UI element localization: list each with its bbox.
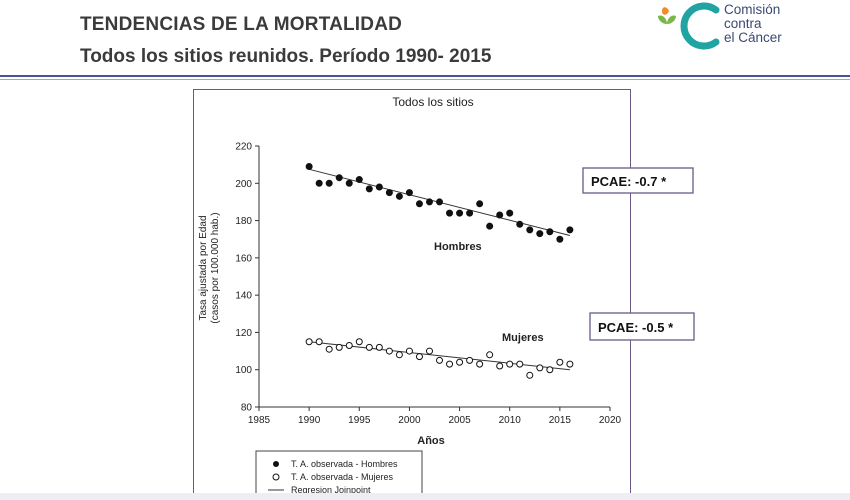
data-point-hombres [566,226,574,234]
data-point-mujeres [385,347,393,355]
data-point-hombres [466,209,474,217]
x-tick-label: 2005 [448,415,471,426]
header-rule [0,75,850,77]
data-point-mujeres [506,360,514,368]
pcae-label-mujeres: PCAE: -0.5 * [598,320,674,335]
data-point-mujeres [456,358,464,366]
series-label-hombres: Hombres [434,241,482,253]
legend-marker-hombres [273,461,279,467]
logo-icon [658,2,720,50]
data-point-mujeres [375,343,383,351]
pcae-box-mujeres [589,312,695,341]
logo-text: Comisión contra el Cáncer [724,3,782,45]
legend-marker-mujeres [272,473,280,481]
pcae-box-hombres [582,167,694,194]
page-title: TENDENCIAS DE LA MORTALIDAD [80,14,403,35]
x-tick-label: 1995 [348,415,371,426]
chart-frame [193,89,631,500]
data-point-hombres [355,176,363,184]
data-point-hombres [385,189,393,197]
y-axis-label-units: (casos por 100.000 hab.) [210,212,221,323]
y-tick-label: 80 [241,403,253,414]
data-point-mujeres [345,341,353,349]
legend: T. A. observada - Hombres T. A. observad… [255,450,423,498]
legend-entry-mujeres: T. A. observada - Mujeres [291,472,394,482]
data-point-mujeres [446,360,454,368]
data-point-mujeres [365,343,373,351]
footer-band [0,493,850,500]
data-point-hombres [305,163,313,171]
x-tick-label: 1985 [248,415,271,426]
plot-area: 80 100 120 140 160 180 200 220 1985 1990 1995 2000 2… [235,142,621,427]
pcae-label-hombres: PCAE: -0.7 * [591,174,667,189]
data-point-hombres [436,198,444,206]
data-point-hombres [395,192,403,200]
legend-entry-regression: Regresion Joinpoint [291,485,371,495]
data-point-mujeres [466,356,474,364]
data-point-hombres [425,198,433,206]
data-point-mujeres [335,343,343,351]
data-point-mujeres [325,345,333,353]
data-point-hombres [315,179,323,187]
data-point-mujeres [546,366,554,374]
data-point-mujeres [436,356,444,364]
data-point-mujeres [486,351,494,359]
chart-title: Todos los sitios [392,95,473,109]
y-tick-label: 100 [235,365,252,376]
data-point-mujeres [556,358,564,366]
data-point-hombres [335,174,343,182]
y-tick-label: 220 [235,142,252,153]
legend-entry-hombres: T. A. observada - Hombres [291,459,398,469]
data-point-mujeres [355,338,363,346]
data-point-mujeres [415,353,423,361]
y-tick-label: 120 [235,328,252,339]
page-subtitle: Todos los sitios reunidos. Período 1990-… [80,46,492,67]
data-point-mujeres [566,360,574,368]
x-tick-label: 2010 [499,415,522,426]
data-point-hombres [556,235,564,243]
x-axis-label: Años [417,435,445,447]
y-tick-label: 140 [235,291,252,302]
data-point-hombres [486,222,494,230]
x-tick-label: 2015 [549,415,572,426]
data-point-hombres [345,179,353,187]
logo-line: contra [724,16,762,31]
x-tick-label: 2000 [398,415,421,426]
data-point-hombres [536,230,544,238]
data-point-mujeres [496,362,504,370]
data-point-hombres [365,185,373,193]
data-point-mujeres [395,351,403,359]
y-tick-label: 180 [235,216,252,227]
data-point-mujeres [516,360,524,368]
header-rule-light [0,79,850,80]
y-tick-label: 200 [235,179,252,190]
data-point-hombres [476,200,484,208]
data-point-hombres [456,209,464,217]
series-label-mujeres: Mujeres [502,332,544,344]
y-tick-label: 160 [235,253,252,264]
data-point-mujeres [315,338,323,346]
data-point-mujeres [536,364,544,372]
x-tick-label: 1990 [298,415,321,426]
data-point-hombres [446,209,454,217]
data-point-hombres [405,189,413,197]
logo-line: Comisión [724,2,781,17]
data-point-mujeres [476,360,484,368]
data-point-mujeres [405,347,413,355]
data-point-hombres [325,179,333,187]
data-point-hombres [546,228,554,236]
data-point-hombres [526,226,534,234]
data-point-hombres [506,209,514,217]
data-point-hombres [496,211,504,219]
logo-line: el Cáncer [724,30,782,45]
data-point-mujeres [305,338,313,346]
data-point-hombres [375,183,383,191]
data-point-hombres [516,220,524,228]
y-axis-label: Tasa ajustada por Edad [198,215,209,320]
data-point-hombres [415,200,423,208]
x-tick-label: 2020 [599,415,622,426]
data-point-mujeres [526,371,534,379]
data-point-mujeres [425,347,433,355]
